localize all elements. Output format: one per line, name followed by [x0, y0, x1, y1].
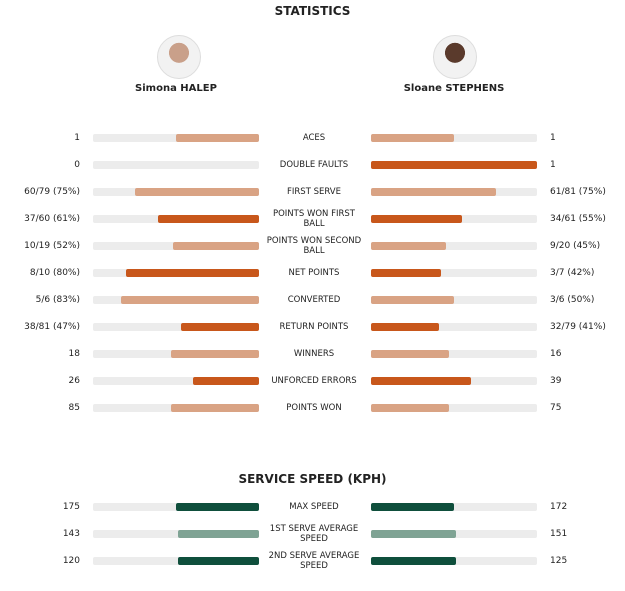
left-bar: [177, 530, 259, 538]
stat-label: UNFORCED ERRORS: [271, 376, 357, 386]
bar-track: [371, 350, 537, 358]
right-value: 75: [550, 403, 562, 413]
right-value: 3/6 (50%): [550, 295, 595, 305]
left-bar: [176, 503, 259, 511]
left-bar: [121, 296, 259, 304]
left-value: 10/19 (52%): [24, 241, 80, 251]
player-photo: [157, 35, 201, 79]
bar-track: [371, 323, 537, 331]
left-value: 38/81 (47%): [24, 322, 80, 332]
bar-track: [93, 530, 259, 538]
right-bar: [371, 134, 454, 142]
right-bar: [371, 161, 537, 169]
left-bar: [171, 350, 259, 358]
player-photo: [433, 35, 477, 79]
right-bar: [371, 350, 450, 358]
right-bar: [371, 215, 463, 223]
right-value: 34/61 (55%): [550, 214, 606, 224]
stat-label: 2ND SERVE AVERAGE SPEED: [268, 551, 360, 571]
stat-label: 1ST SERVE AVERAGE SPEED: [269, 524, 359, 544]
right-value: 172: [550, 502, 568, 512]
right-value: 1: [550, 160, 556, 170]
right-value: 39: [550, 376, 562, 386]
stat-label: NET POINTS: [288, 268, 340, 278]
left-bar: [176, 134, 259, 142]
right-bar: [371, 323, 440, 331]
left-value: 85: [68, 403, 80, 413]
bar-track: [93, 377, 259, 385]
right-value: 61/81 (75%): [550, 187, 606, 197]
left-bar: [126, 269, 259, 277]
left-bar: [180, 323, 259, 331]
left-value: 5/6 (83%): [35, 295, 80, 305]
right-value: 3/7 (42%): [550, 268, 595, 278]
stat-label: POINTS WON SECOND BALL: [266, 236, 362, 256]
left-value: 37/60 (61%): [24, 214, 80, 224]
bar-track: [371, 296, 537, 304]
left-bar: [177, 557, 259, 565]
bar-track: [93, 557, 259, 565]
stat-label: CONVERTED: [287, 295, 341, 305]
left-value: 60/79 (75%): [24, 187, 80, 197]
stat-label: MAX SPEED: [289, 502, 339, 512]
stat-label: FIRST SERVE: [287, 187, 341, 197]
right-value: 125: [550, 556, 568, 566]
stat-label: WINNERS: [293, 349, 335, 359]
stat-label: POINTS WON FIRST BALL: [272, 209, 356, 229]
left-bar: [172, 242, 259, 250]
stat-label: ACES: [302, 133, 326, 143]
bar-track: [371, 134, 537, 142]
page-title: STATISTICS: [274, 4, 351, 18]
right-bar: [371, 242, 446, 250]
right-bar: [371, 188, 496, 196]
bar-track: [371, 242, 537, 250]
right-bar: [371, 296, 454, 304]
left-bar: [192, 377, 259, 385]
left-value: 18: [68, 349, 80, 359]
bar-track: [371, 503, 537, 511]
right-bar: [371, 377, 471, 385]
bar-track: [371, 269, 537, 277]
left-bar: [134, 188, 259, 196]
section-title: SERVICE SPEED (KPH): [238, 472, 387, 486]
right-value: 16: [550, 349, 562, 359]
left-value: 8/10 (80%): [29, 268, 80, 278]
left-bar: [171, 404, 259, 412]
stat-label: DOUBLE FAULTS: [279, 160, 349, 170]
left-value: 120: [62, 556, 80, 566]
player-name: Sloane STEPHENS: [403, 83, 505, 94]
right-bar: [371, 503, 454, 511]
right-bar: [371, 269, 441, 277]
left-value: 1: [74, 133, 80, 143]
right-bar: [371, 404, 450, 412]
right-value: 32/79 (41%): [550, 322, 606, 332]
right-value: 9/20 (45%): [550, 241, 601, 251]
left-value: 143: [62, 529, 80, 539]
bar-track: [93, 323, 259, 331]
bar-track: [371, 404, 537, 412]
right-value: 151: [550, 529, 568, 539]
left-value: 0: [74, 160, 80, 170]
player-name: Simona HALEP: [135, 83, 217, 94]
stat-label: RETURN POINTS: [279, 322, 349, 332]
right-bar: [371, 557, 456, 565]
left-value: 26: [68, 376, 80, 386]
left-bar: [157, 215, 259, 223]
left-value: 175: [62, 502, 80, 512]
bar-track: [93, 161, 259, 169]
right-bar: [371, 530, 456, 538]
right-value: 1: [550, 133, 556, 143]
stat-label: POINTS WON: [286, 403, 342, 413]
